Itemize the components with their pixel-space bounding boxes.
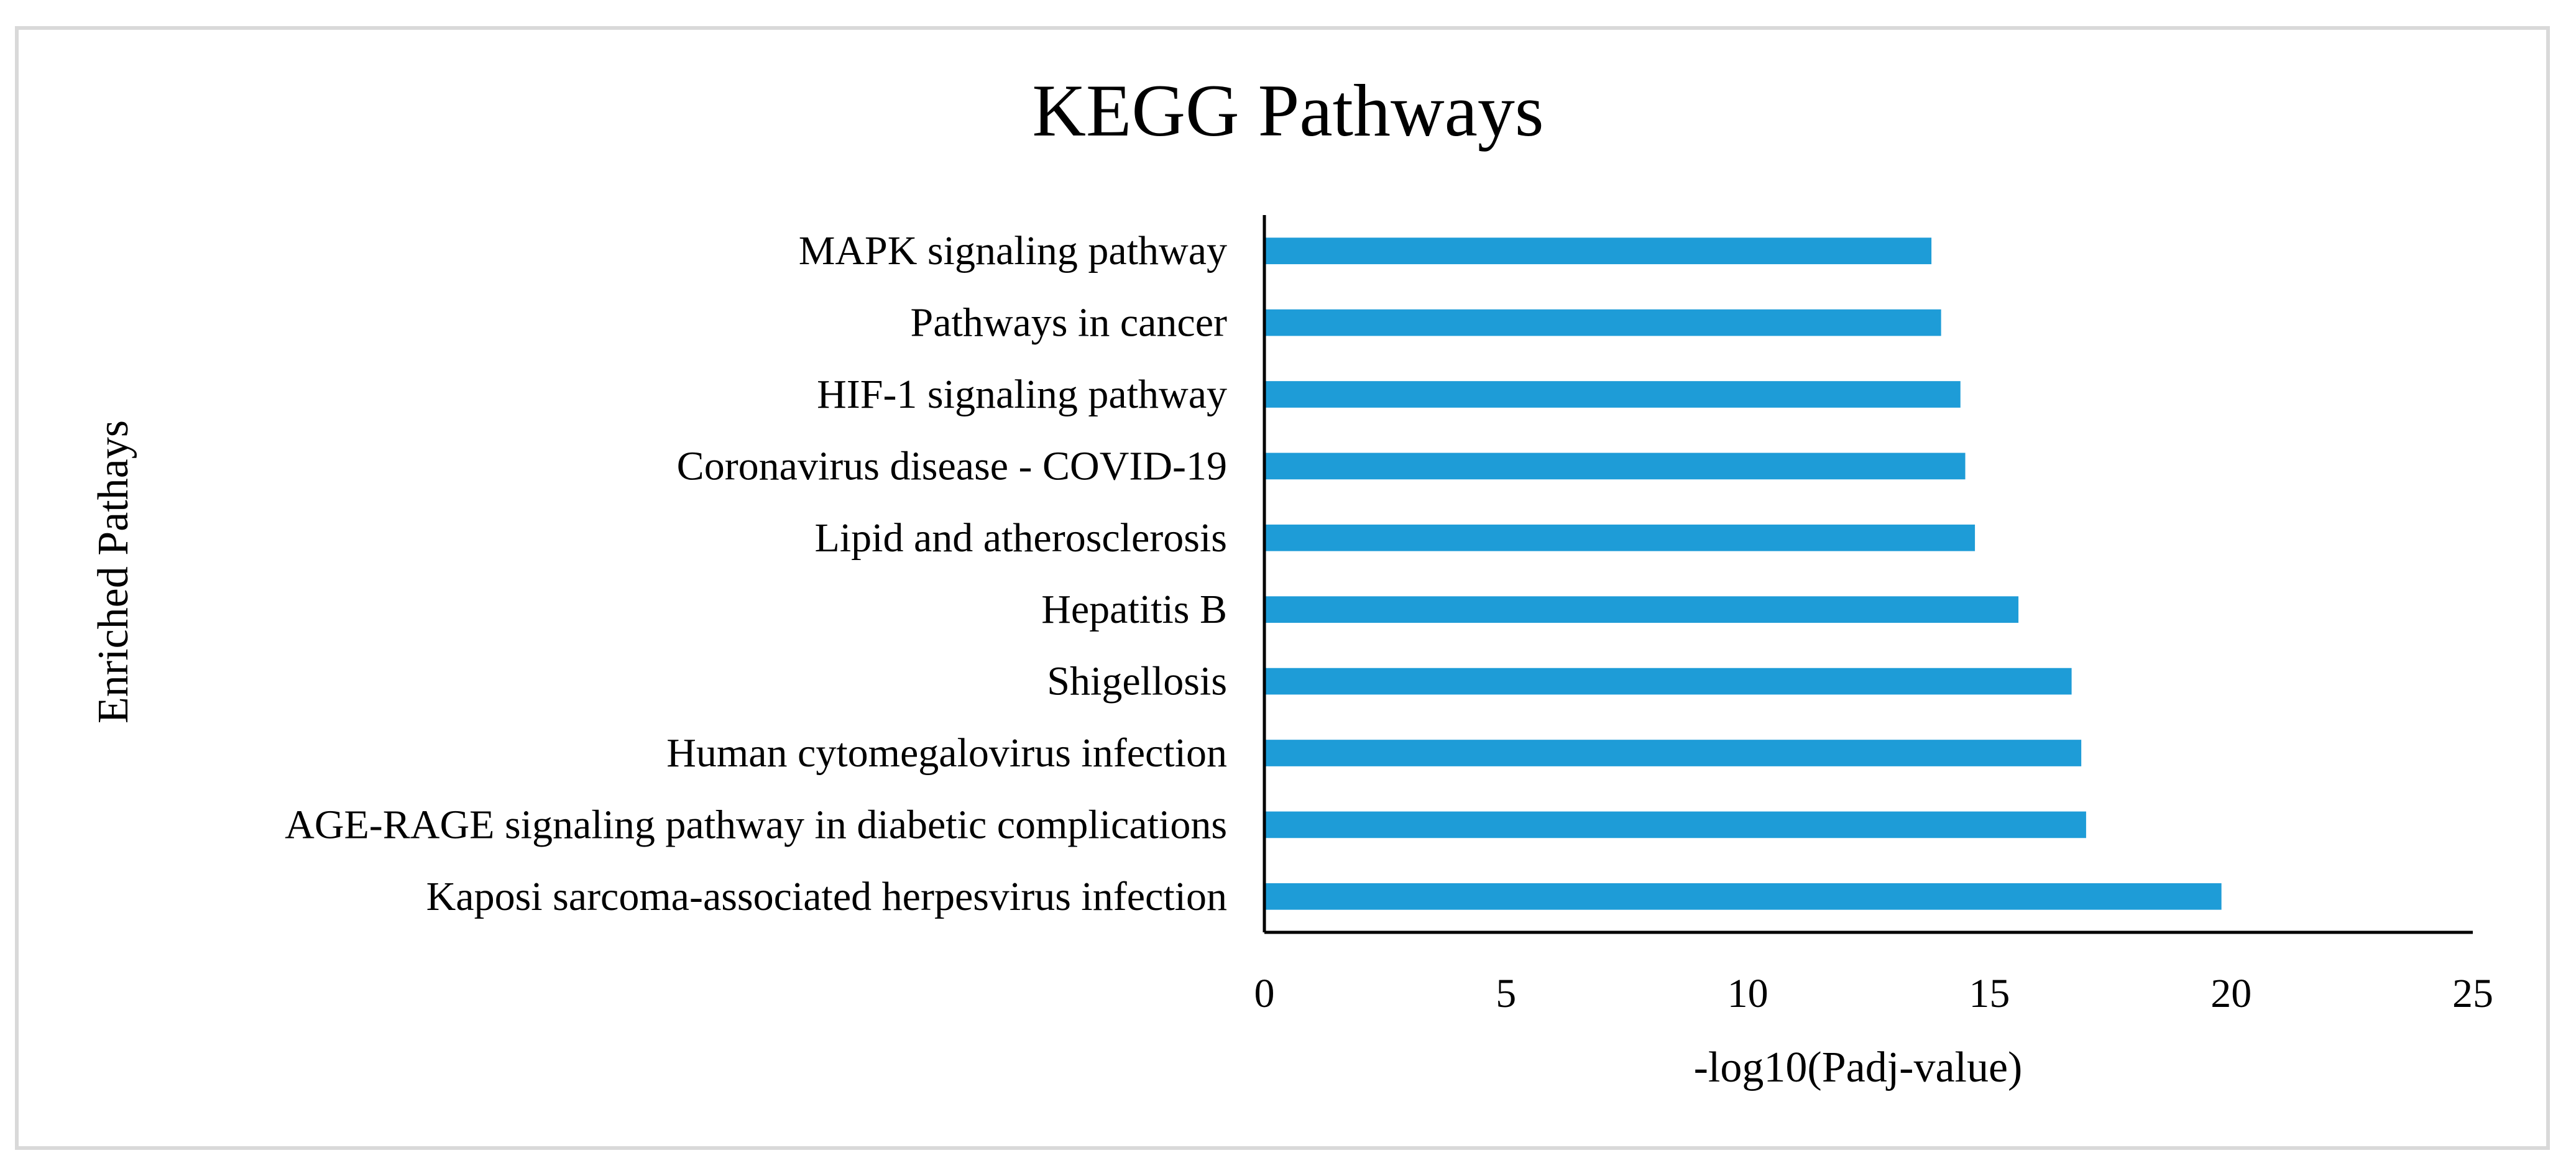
bar-7 [1266, 668, 2072, 695]
bar-4 [1266, 452, 1966, 480]
bar-6 [1266, 596, 2019, 623]
bars-layer [1266, 237, 2222, 910]
category-label: Hepatitis B [1041, 587, 1227, 632]
category-label: MAPK signaling pathway [799, 228, 1227, 273]
y-axis-title: Enriched Pathays [90, 420, 137, 724]
category-label: Shigellosis [1047, 659, 1227, 704]
bar-3 [1266, 381, 1961, 408]
bar-10 [1266, 883, 2222, 910]
x-tick-label: 20 [2210, 971, 2252, 1016]
category-label: Coronavirus disease - COVID-19 [677, 443, 1227, 489]
category-label: Kaposi sarcoma-associated herpesvirus in… [426, 874, 1227, 919]
bar-2 [1266, 309, 1941, 336]
category-labels: MAPK signaling pathway Pathways in cancer… [285, 228, 1227, 919]
chart-title: KEGG Pathways [1032, 69, 1543, 152]
bar-9 [1266, 811, 2086, 838]
category-label: Lipid and atherosclerosis [815, 515, 1227, 561]
x-tick-labels: 0 5 10 15 20 25 [1254, 971, 2494, 1016]
category-label: Pathways in cancer [911, 300, 1227, 346]
bar-8 [1266, 740, 2082, 766]
x-axis-title: -log10(Padj-value) [1694, 1044, 2023, 1091]
x-tick-label: 5 [1496, 971, 1516, 1016]
bar-1 [1266, 237, 1932, 265]
chart-frame [15, 26, 2550, 1150]
category-label: Human cytomegalovirus infection [666, 730, 1227, 776]
x-tick-label: 25 [2452, 971, 2493, 1016]
x-tick-label: 15 [1969, 971, 2010, 1016]
category-label: HIF-1 signaling pathway [817, 372, 1227, 417]
x-tick-label: 10 [1727, 971, 1769, 1016]
category-label: AGE-RAGE signaling pathway in diabetic c… [285, 802, 1227, 847]
bar-5 [1266, 524, 1976, 551]
x-tick-label: 0 [1254, 971, 1275, 1016]
